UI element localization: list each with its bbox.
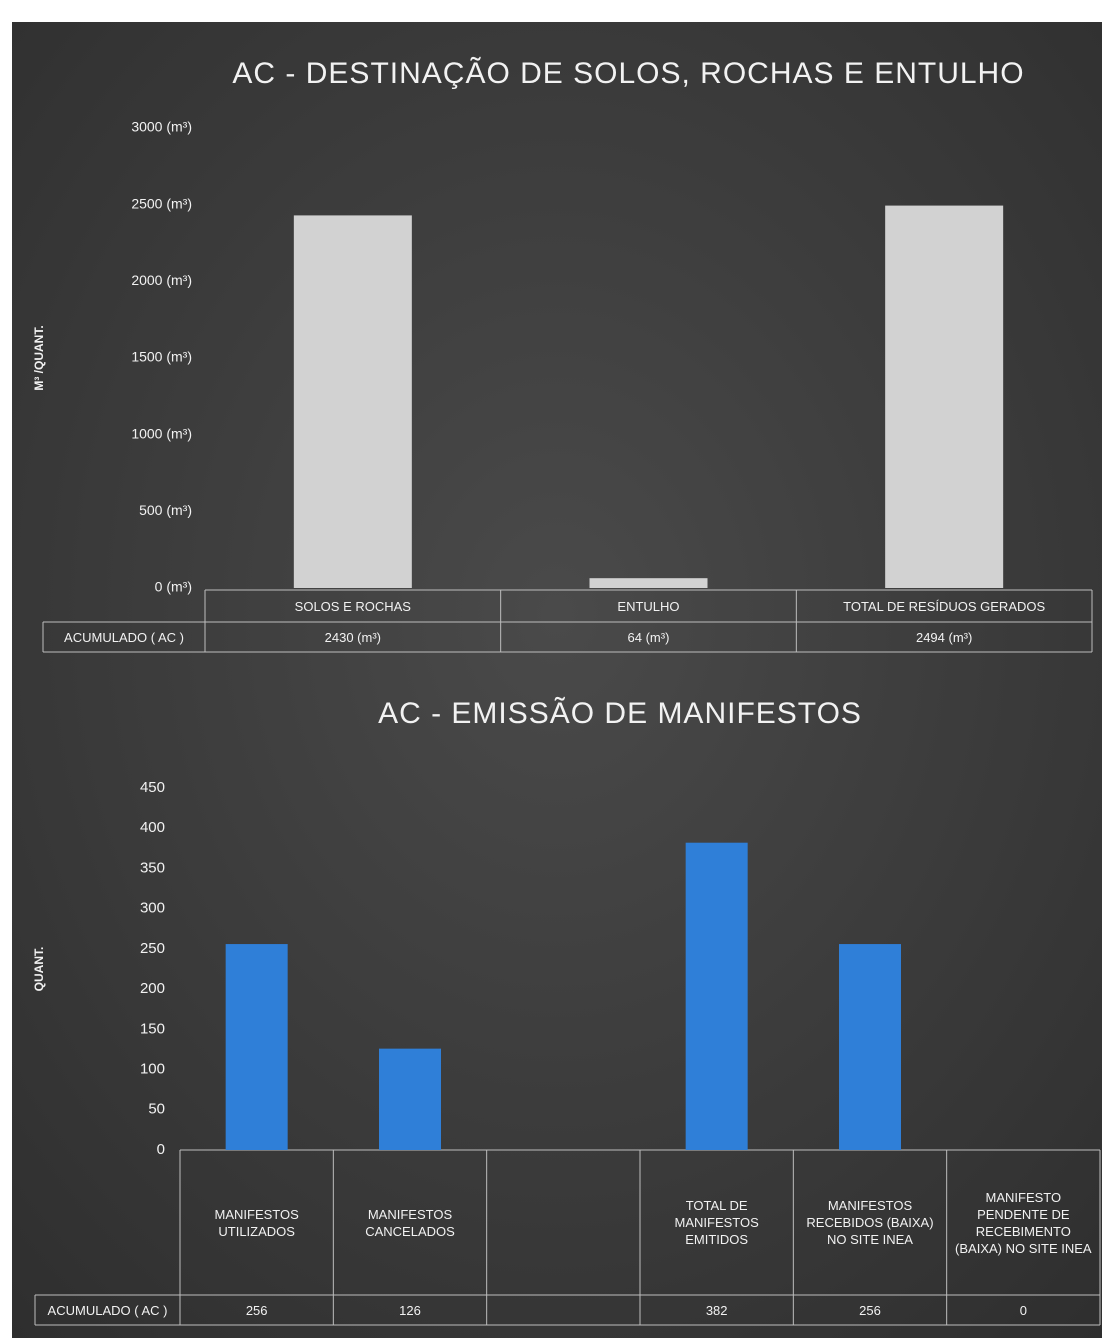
value-label-box: 126: [399, 1302, 421, 1318]
y-tick-label: 1500 (m³): [131, 349, 192, 365]
category-label: SOLOS E ROCHAS: [294, 598, 411, 614]
y-tick-label: 1000 (m³): [131, 425, 192, 441]
row-label-box: ACUMULADO ( AC ): [64, 629, 184, 645]
value-label: 64 (m³): [627, 629, 670, 645]
bar: [225, 944, 288, 1150]
y-tick-label: 200: [140, 980, 165, 997]
bar: [589, 578, 708, 588]
value-label: 2494 (m³): [915, 629, 973, 645]
value-label-box: 256: [859, 1302, 881, 1318]
y-tick-label: 150: [140, 1020, 165, 1037]
y-tick-label: 100: [140, 1061, 165, 1078]
category-label-box: MANIFESTOS CANCELADOS: [365, 1206, 455, 1239]
value-label-box: 0: [1019, 1302, 1027, 1318]
bar: [685, 842, 748, 1150]
category-label-box: MANIFESTOS UTILIZADOS: [214, 1206, 299, 1239]
value-label-box: 256: [245, 1302, 268, 1318]
category-label: MANIFESTOS UTILIZADOS: [214, 1206, 299, 1239]
y-tick-label: 0: [157, 1141, 165, 1158]
category-label-box: MANIFESTO PENDENTE DE RECEBIMENTO (BAIXA…: [955, 1189, 1092, 1256]
y-axis-label: M³ /QUANT.: [32, 325, 46, 390]
bar: [885, 205, 1004, 588]
value-label: 0: [1019, 1302, 1027, 1318]
value-label: 126: [399, 1302, 421, 1318]
category-label: TOTAL DE RESÍDUOS GERADOS: [843, 598, 1046, 614]
y-tick-label: 2500 (m³): [131, 195, 192, 211]
y-tick-label: 0 (m³): [155, 579, 192, 595]
value-label: 2430 (m³): [324, 629, 381, 645]
value-label: [487, 1295, 640, 1325]
category-label-box: SOLOS E ROCHAS: [294, 598, 411, 614]
category-label-box: TOTAL DE RESÍDUOS GERADOS: [843, 598, 1046, 614]
value-label-box: 2494 (m³): [915, 629, 973, 645]
value-label: 256: [245, 1302, 268, 1318]
value-label-box: 382: [705, 1302, 728, 1318]
y-tick-label: 350: [140, 859, 165, 876]
category-label-box: [487, 1150, 640, 1295]
value-label: 256: [859, 1302, 881, 1318]
bar: [379, 1048, 441, 1150]
category-label-box: ENTULHO: [617, 598, 680, 614]
y-tick-label: 400: [140, 819, 165, 836]
value-label-box: [487, 1295, 640, 1325]
category-label: MANIFESTO PENDENTE DE RECEBIMENTO (BAIXA…: [955, 1189, 1092, 1256]
y-axis-label: QUANT.: [32, 947, 46, 992]
y-tick-label: 250: [140, 940, 165, 957]
y-tick-label: 2000 (m³): [131, 272, 192, 288]
category-label: MANIFESTOS RECEBIDOS (BAIXA) NO SITE INE…: [806, 1198, 934, 1247]
bar: [839, 944, 901, 1150]
y-tick-label: 3000 (m³): [131, 119, 192, 135]
value-label: 382: [705, 1302, 728, 1318]
row-label: ACUMULADO ( AC ): [47, 1302, 168, 1318]
category-label-box: TOTAL DE MANIFESTOS EMITIDOS: [674, 1198, 759, 1247]
bar: [293, 215, 412, 588]
category-label: ENTULHO: [617, 598, 680, 614]
value-label-box: 2430 (m³): [324, 629, 381, 645]
chart-title: AC - DESTINAÇÃO DE SOLOS, ROCHAS E ENTUL…: [232, 56, 1024, 90]
category-label: TOTAL DE MANIFESTOS EMITIDOS: [674, 1198, 759, 1247]
y-tick-label: 500 (m³): [139, 502, 192, 518]
category-label-box: MANIFESTOS RECEBIDOS (BAIXA) NO SITE INE…: [806, 1198, 934, 1247]
row-label-box: ACUMULADO ( AC ): [47, 1302, 168, 1318]
category-label: [487, 1150, 640, 1295]
chart-title: AC - EMISSÃO DE MANIFESTOS: [378, 696, 862, 730]
y-tick-label: 300: [140, 900, 165, 917]
value-label-box: 64 (m³): [627, 629, 670, 645]
y-tick-label: 450: [140, 779, 165, 796]
category-label: MANIFESTOS CANCELADOS: [365, 1206, 455, 1239]
y-tick-label: 50: [148, 1101, 165, 1118]
row-label: ACUMULADO ( AC ): [64, 629, 184, 645]
